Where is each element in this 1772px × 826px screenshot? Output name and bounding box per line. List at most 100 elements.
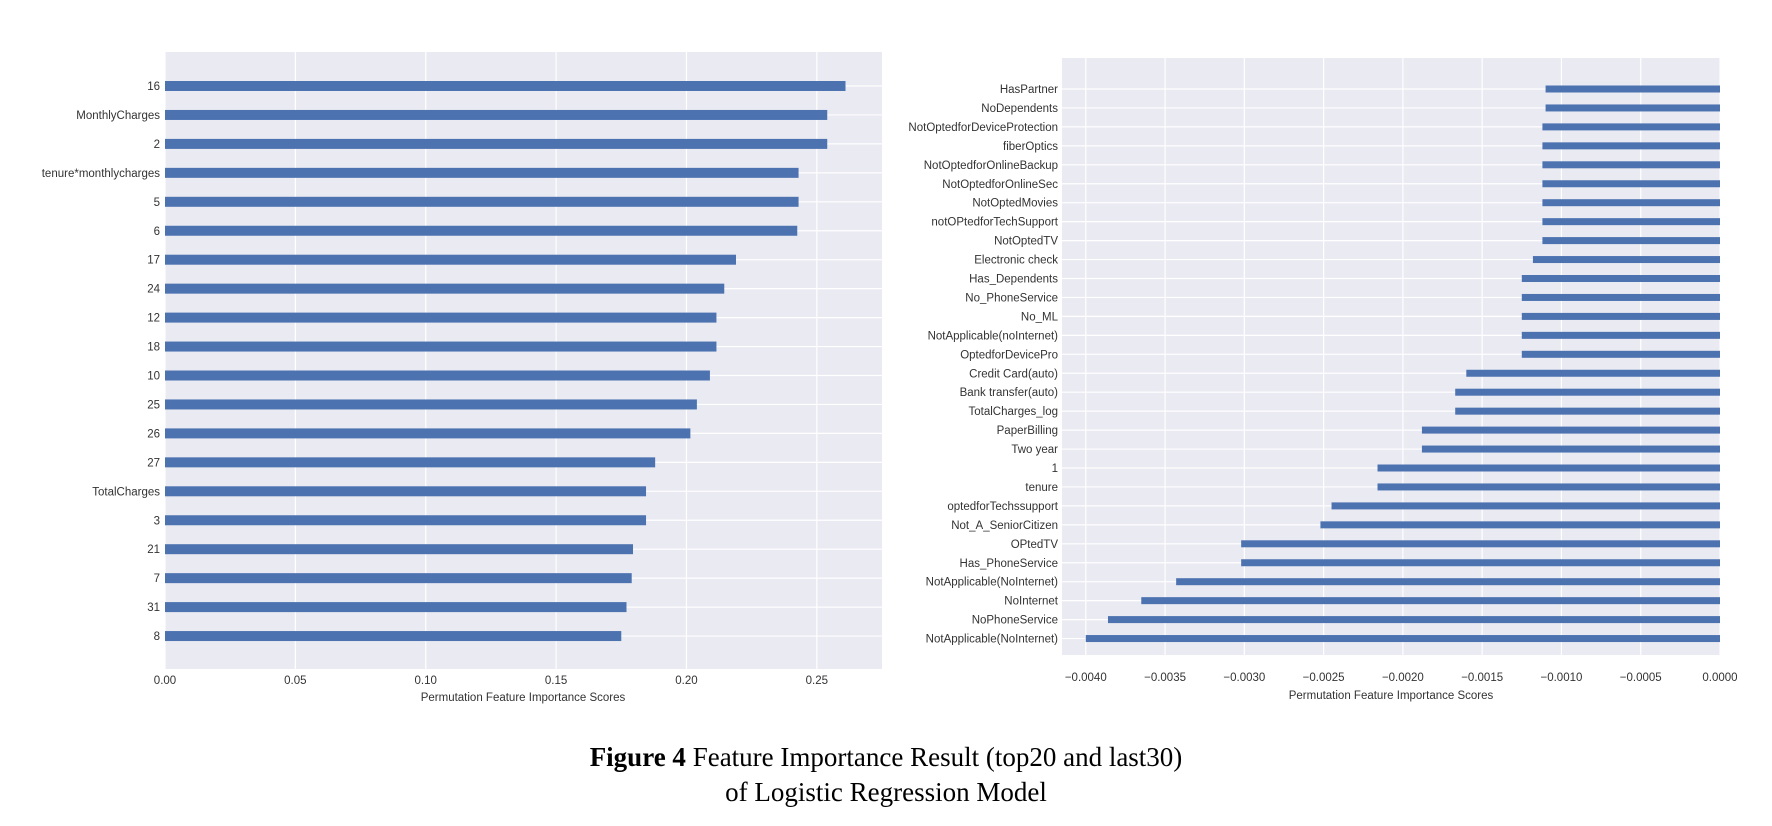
right-chart-y-tick: NotApplicable(noInternet) xyxy=(928,330,1059,342)
left-chart-bar xyxy=(165,457,656,468)
right-chart-y-tick: Credit Card(auto) xyxy=(969,368,1058,380)
right-chart-x-axis-label: Permutation Feature Importance Scores xyxy=(1289,690,1494,702)
right-chart-bar xyxy=(1542,123,1720,131)
right-chart-x-tick-labels: −0.0040 −0.0035 −0.0030 −0.0025 −0.0020 −0.00… xyxy=(1065,672,1738,684)
left-chart-bar xyxy=(165,81,846,91)
left-chart-y-tick: 5 xyxy=(154,197,160,209)
right-chart-y-tick: OPtedTV xyxy=(1011,539,1059,551)
right-chart-y-tick: 1 xyxy=(1052,463,1058,475)
right-chart-bars xyxy=(1085,85,1720,643)
right-chart-y-tick: NoInternet xyxy=(1004,596,1059,608)
left-chart-bar xyxy=(165,399,697,410)
right-chart-bar xyxy=(1421,426,1720,434)
right-chart-y-tick: NotOptedforOnlineBackup xyxy=(924,160,1058,172)
left-chart-y-tick: 8 xyxy=(154,631,160,643)
right-chart-y-tick: Has_Dependents xyxy=(969,274,1058,286)
right-chart-bar xyxy=(1542,180,1720,188)
right-chart-bar xyxy=(1532,256,1720,264)
right-chart-y-tick: Not_A_SeniorCitizen xyxy=(951,520,1058,532)
left-chart-y-tick: 24 xyxy=(147,284,160,296)
left-chart-y-tick: 7 xyxy=(154,573,160,585)
left-chart-y-tick: 2 xyxy=(154,139,160,151)
caption-figure-label: Figure 4 xyxy=(589,742,686,772)
right-chart-bar xyxy=(1241,540,1720,548)
right-chart-x-tick: −0.0030 xyxy=(1223,672,1265,684)
right-chart-y-tick: Electronic check xyxy=(974,255,1058,267)
left-chart-bar xyxy=(165,225,798,236)
left-chart-bar xyxy=(165,138,828,149)
right-chart-y-tick: NotOptedforOnlineSec xyxy=(942,179,1058,191)
right-chart-y-tick: HasPartner xyxy=(1000,84,1058,96)
right-chart-y-tick: optedforTechssupport xyxy=(947,501,1058,513)
left-chart-y-tick: 12 xyxy=(147,313,160,325)
left-chart-y-tick: 16 xyxy=(147,81,160,93)
left-chart-bar xyxy=(165,631,622,642)
right-chart-y-tick: Bank transfer(auto) xyxy=(960,387,1059,399)
right-chart-bar xyxy=(1241,559,1720,567)
right-chart-y-tick: NotApplicable(NoInternet) xyxy=(926,577,1058,589)
right-chart-y-tick: TotalCharges_log xyxy=(968,406,1058,418)
left-chart-bar xyxy=(165,254,736,265)
right-chart-y-tick: NoDependents xyxy=(981,103,1058,115)
right-chart-x-tick: −0.0020 xyxy=(1382,672,1424,684)
left-chart-background xyxy=(165,52,882,669)
left-chart-y-tick: 26 xyxy=(147,428,160,440)
right-chart-bar xyxy=(1542,237,1720,245)
left-chart-bar xyxy=(165,602,627,613)
right-chart-bar xyxy=(1377,483,1720,491)
right-chart-y-tick: fiberOptics xyxy=(1003,141,1058,153)
left-chart-y-tick: 27 xyxy=(147,457,160,469)
left-chart-bar xyxy=(165,341,717,352)
left-chart-bar xyxy=(165,283,725,294)
left-chart-bar xyxy=(165,515,647,526)
caption-line-2: of Logistic Regression Model xyxy=(725,777,1047,807)
left-chart-bar xyxy=(165,109,828,120)
left-chart-y-tick: TotalCharges xyxy=(92,486,160,498)
left-chart-y-tick: tenure*monthlycharges xyxy=(42,168,161,180)
right-chart-bar xyxy=(1542,161,1720,169)
right-chart-bar xyxy=(1521,312,1720,320)
left-chart-y-tick: 18 xyxy=(147,342,160,354)
right-chart-bar xyxy=(1320,521,1720,529)
right-chart-x-tick: −0.0015 xyxy=(1461,672,1503,684)
left-chart-bar xyxy=(165,573,632,584)
right-chart-y-tick: notOPtedforTechSupport xyxy=(931,217,1058,229)
right-chart-x-tick: −0.0035 xyxy=(1144,672,1186,684)
left-chart-bar xyxy=(165,544,634,555)
left-chart-y-tick: 10 xyxy=(147,371,160,383)
right-chart-y-tick: No_ML xyxy=(1021,311,1059,323)
left-chart-y-tick: 31 xyxy=(147,602,160,614)
left-chart-x-tick: 0.20 xyxy=(675,675,697,687)
right-chart-bar xyxy=(1455,388,1720,396)
right-chart-x-tick: −0.0005 xyxy=(1620,672,1662,684)
right-chart-bar xyxy=(1542,199,1720,207)
right-chart-bar xyxy=(1542,142,1720,150)
left-chart-x-tick: 0.10 xyxy=(415,675,437,687)
left-chart-bar xyxy=(165,428,691,439)
right-chart-y-tick: NoPhoneService xyxy=(972,615,1058,627)
left-chart-y-tick: 21 xyxy=(147,544,160,556)
right-chart-bar xyxy=(1466,369,1720,377)
figure: 16 MonthlyCharges 2 tenure*monthlycharges 5 6… xyxy=(42,52,1738,704)
right-chart-y-tick-labels: HasPartner NoDependents NotOptedforDeviceP… xyxy=(908,84,1058,646)
left-chart-y-tick: 3 xyxy=(154,515,160,527)
right-chart-x-tick: 0.0000 xyxy=(1702,672,1737,684)
caption-line-1: Figure 4 Feature Importance Result (top2… xyxy=(0,740,1772,775)
left-chart-y-tick: 6 xyxy=(154,226,160,238)
right-chart-bar xyxy=(1521,293,1720,301)
right-chart-y-tick: NotOptedMovies xyxy=(972,198,1058,210)
right-chart-bar xyxy=(1455,407,1720,415)
right-chart-bar xyxy=(1377,464,1720,472)
right-chart-bar xyxy=(1542,218,1720,226)
right-chart-bar xyxy=(1331,502,1720,510)
right-chart-bar xyxy=(1545,85,1720,93)
right-chart-bar xyxy=(1421,445,1720,453)
right-chart-y-tick: Two year xyxy=(1011,444,1058,456)
figure-caption: Figure 4 Feature Importance Result (top2… xyxy=(0,740,1772,810)
left-chart-x-tick: 0.00 xyxy=(154,675,176,687)
right-chart-bar xyxy=(1521,331,1720,339)
right-chart-bar xyxy=(1521,275,1720,282)
right-chart-y-tick: NotApplicable(NoInternet) xyxy=(926,634,1058,646)
right-chart-x-tick: −0.0010 xyxy=(1541,672,1583,684)
left-chart-y-tick-labels: 16 MonthlyCharges 2 tenure*monthlycharges 5 6… xyxy=(42,81,161,643)
